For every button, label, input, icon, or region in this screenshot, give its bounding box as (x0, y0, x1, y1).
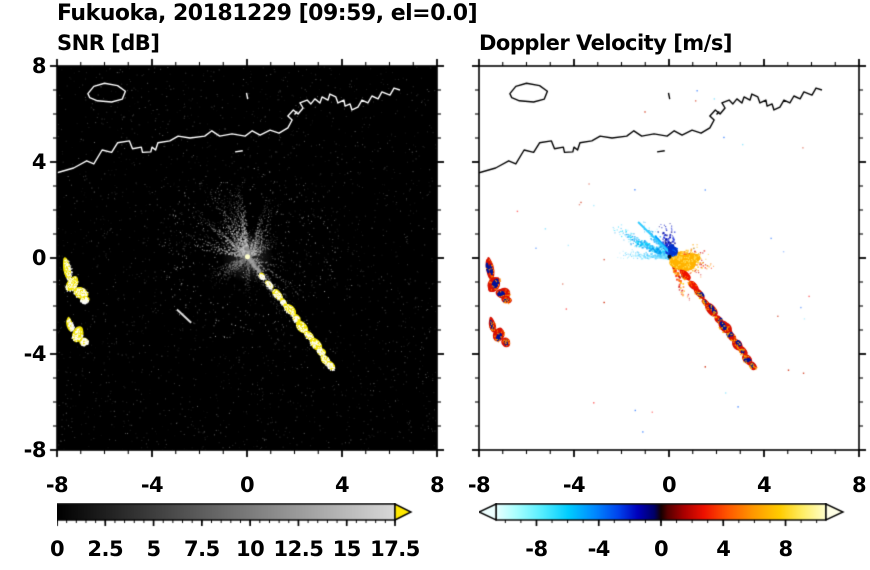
doppler-panel-title: Doppler Velocity [m/s] (479, 31, 732, 55)
x-tick-label: -4 (140, 473, 164, 497)
colorbar-tick-label: -4 (587, 537, 611, 561)
x-tick-label: 0 (661, 473, 677, 497)
y-tick-label: 0 (31, 246, 47, 270)
colorbar-tick-label: 0 (653, 537, 669, 561)
figure-title: Fukuoka, 20181229 [09:59, el=0.0] (57, 1, 478, 26)
doppler-plot (471, 58, 867, 458)
y-tick-label: -4 (23, 342, 47, 366)
y-tick-label: 4 (31, 150, 47, 174)
colorbar-tick-label: 2.5 (87, 537, 124, 561)
x-tick-label: 0 (239, 473, 255, 497)
colorbar-tick-label: 4 (716, 537, 731, 561)
colorbar-tick-label: 5 (146, 537, 162, 561)
x-tick-label: 4 (334, 473, 350, 497)
colorbar-tick-label: -8 (525, 537, 548, 561)
x-tick-label: -8 (45, 473, 69, 497)
colorbar-tick-label: 15 (332, 537, 362, 561)
x-tick-label: -4 (562, 473, 586, 497)
colorbar-tick-label: 10 (236, 537, 265, 561)
colorbar-tick-label: 0 (49, 537, 65, 561)
x-tick-label: -8 (467, 473, 491, 497)
x-tick-label: 4 (756, 473, 772, 497)
y-tick-label: 8 (31, 54, 47, 78)
snr-panel-title: SNR [dB] (57, 31, 160, 55)
y-tick-label: -8 (23, 438, 47, 462)
doppler-colorbar (479, 503, 845, 531)
x-tick-label: 8 (429, 473, 445, 497)
colorbar-tick-label: 12.5 (273, 537, 324, 561)
snr-colorbar (57, 503, 413, 531)
snr-plot (49, 58, 445, 458)
x-tick-label: 8 (851, 473, 867, 497)
colorbar-tick-label: 8 (778, 537, 793, 561)
colorbar-tick-label: 17.5 (370, 537, 420, 561)
colorbar-tick-label: 7.5 (183, 537, 220, 561)
